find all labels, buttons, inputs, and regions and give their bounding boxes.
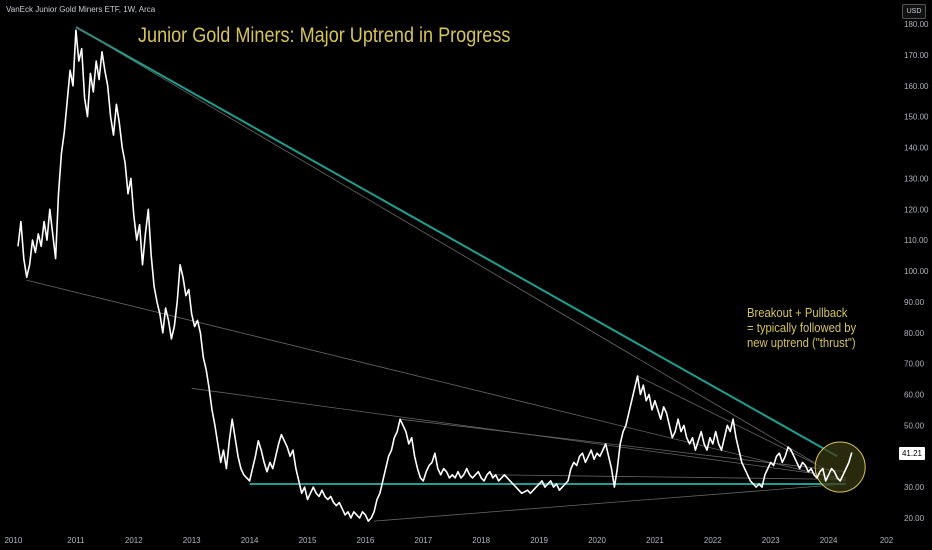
- x-tick-label: 2015: [299, 536, 317, 545]
- highlight-ellipse: [814, 441, 866, 493]
- trendline-faint: [637, 375, 838, 476]
- trendline-faint: [26, 279, 847, 482]
- x-tick-label: 2020: [588, 536, 606, 545]
- annotation-line: Breakout + Pullback: [747, 306, 848, 320]
- trendlines: [26, 26, 847, 522]
- y-tick-label: 120.00: [904, 205, 929, 214]
- y-tick-label: 90.00: [904, 298, 925, 307]
- x-tick-label: 2023: [762, 536, 780, 545]
- trendline-main: [75, 26, 838, 458]
- symbol-header: VanEck Junior Gold Miners ETF, 1W, Arca: [6, 5, 156, 14]
- trendline-faint: [489, 474, 846, 480]
- y-tick-label: 70.00: [904, 360, 925, 369]
- annotation-line: = typically followed by: [747, 321, 857, 335]
- currency-button[interactable]: USD: [902, 4, 926, 19]
- price-line-layer: [17, 29, 853, 522]
- x-axis[interactable]: 2010 2011 2012 2013 2014 2015 2016 2017 2018 2019…: [4, 536, 893, 545]
- x-tick-label: 2017: [414, 536, 432, 545]
- x-tick-label: 2010: [4, 536, 22, 545]
- y-tick-label: 180.00: [904, 20, 929, 29]
- trendline-faint: [374, 483, 847, 522]
- price-series-line: [17, 29, 853, 522]
- x-tick-label: 202: [880, 536, 894, 545]
- trendline-faint: [400, 418, 847, 473]
- y-axis[interactable]: 20.0030.0040.0050.0060.0070.0080.0090.00…: [904, 20, 929, 523]
- x-tick-label: 2018: [472, 536, 490, 545]
- y-tick-label: 60.00: [904, 391, 925, 400]
- y-tick-label: 110.00: [904, 236, 928, 245]
- x-tick-label: 2022: [704, 536, 722, 545]
- y-tick-label: 80.00: [904, 329, 925, 338]
- last-price-label: 41.21: [899, 447, 925, 460]
- x-tick-label: 2016: [357, 536, 375, 545]
- x-tick-label: 2013: [183, 536, 201, 545]
- x-tick-label: 2019: [530, 536, 548, 545]
- y-tick-label: 150.00: [904, 113, 929, 122]
- annotation-text: Breakout + Pullback = typically followed…: [747, 306, 856, 351]
- x-tick-label: 2014: [241, 536, 259, 545]
- trendline-faint: [75, 26, 815, 463]
- chart-title: Junior Gold Miners: Major Uptrend in Pro…: [138, 24, 511, 47]
- x-tick-label: 2012: [125, 536, 143, 545]
- y-tick-label: 130.00: [904, 174, 929, 183]
- y-tick-label: 140.00: [904, 144, 929, 153]
- annotation-line: new uptrend ("thrust"): [747, 336, 856, 350]
- highlight-ellipse-layer: [814, 441, 866, 493]
- y-tick-label: 170.00: [904, 51, 929, 60]
- y-tick-label: 20.00: [904, 514, 925, 523]
- y-tick-label: 100.00: [904, 267, 929, 276]
- y-tick-label: 50.00: [904, 421, 925, 430]
- y-tick-label: 160.00: [904, 82, 929, 91]
- x-tick-label: 2011: [67, 536, 85, 545]
- x-tick-label: 2021: [646, 536, 664, 545]
- x-tick-label: 2024: [820, 536, 838, 545]
- y-tick-label: 30.00: [904, 483, 925, 492]
